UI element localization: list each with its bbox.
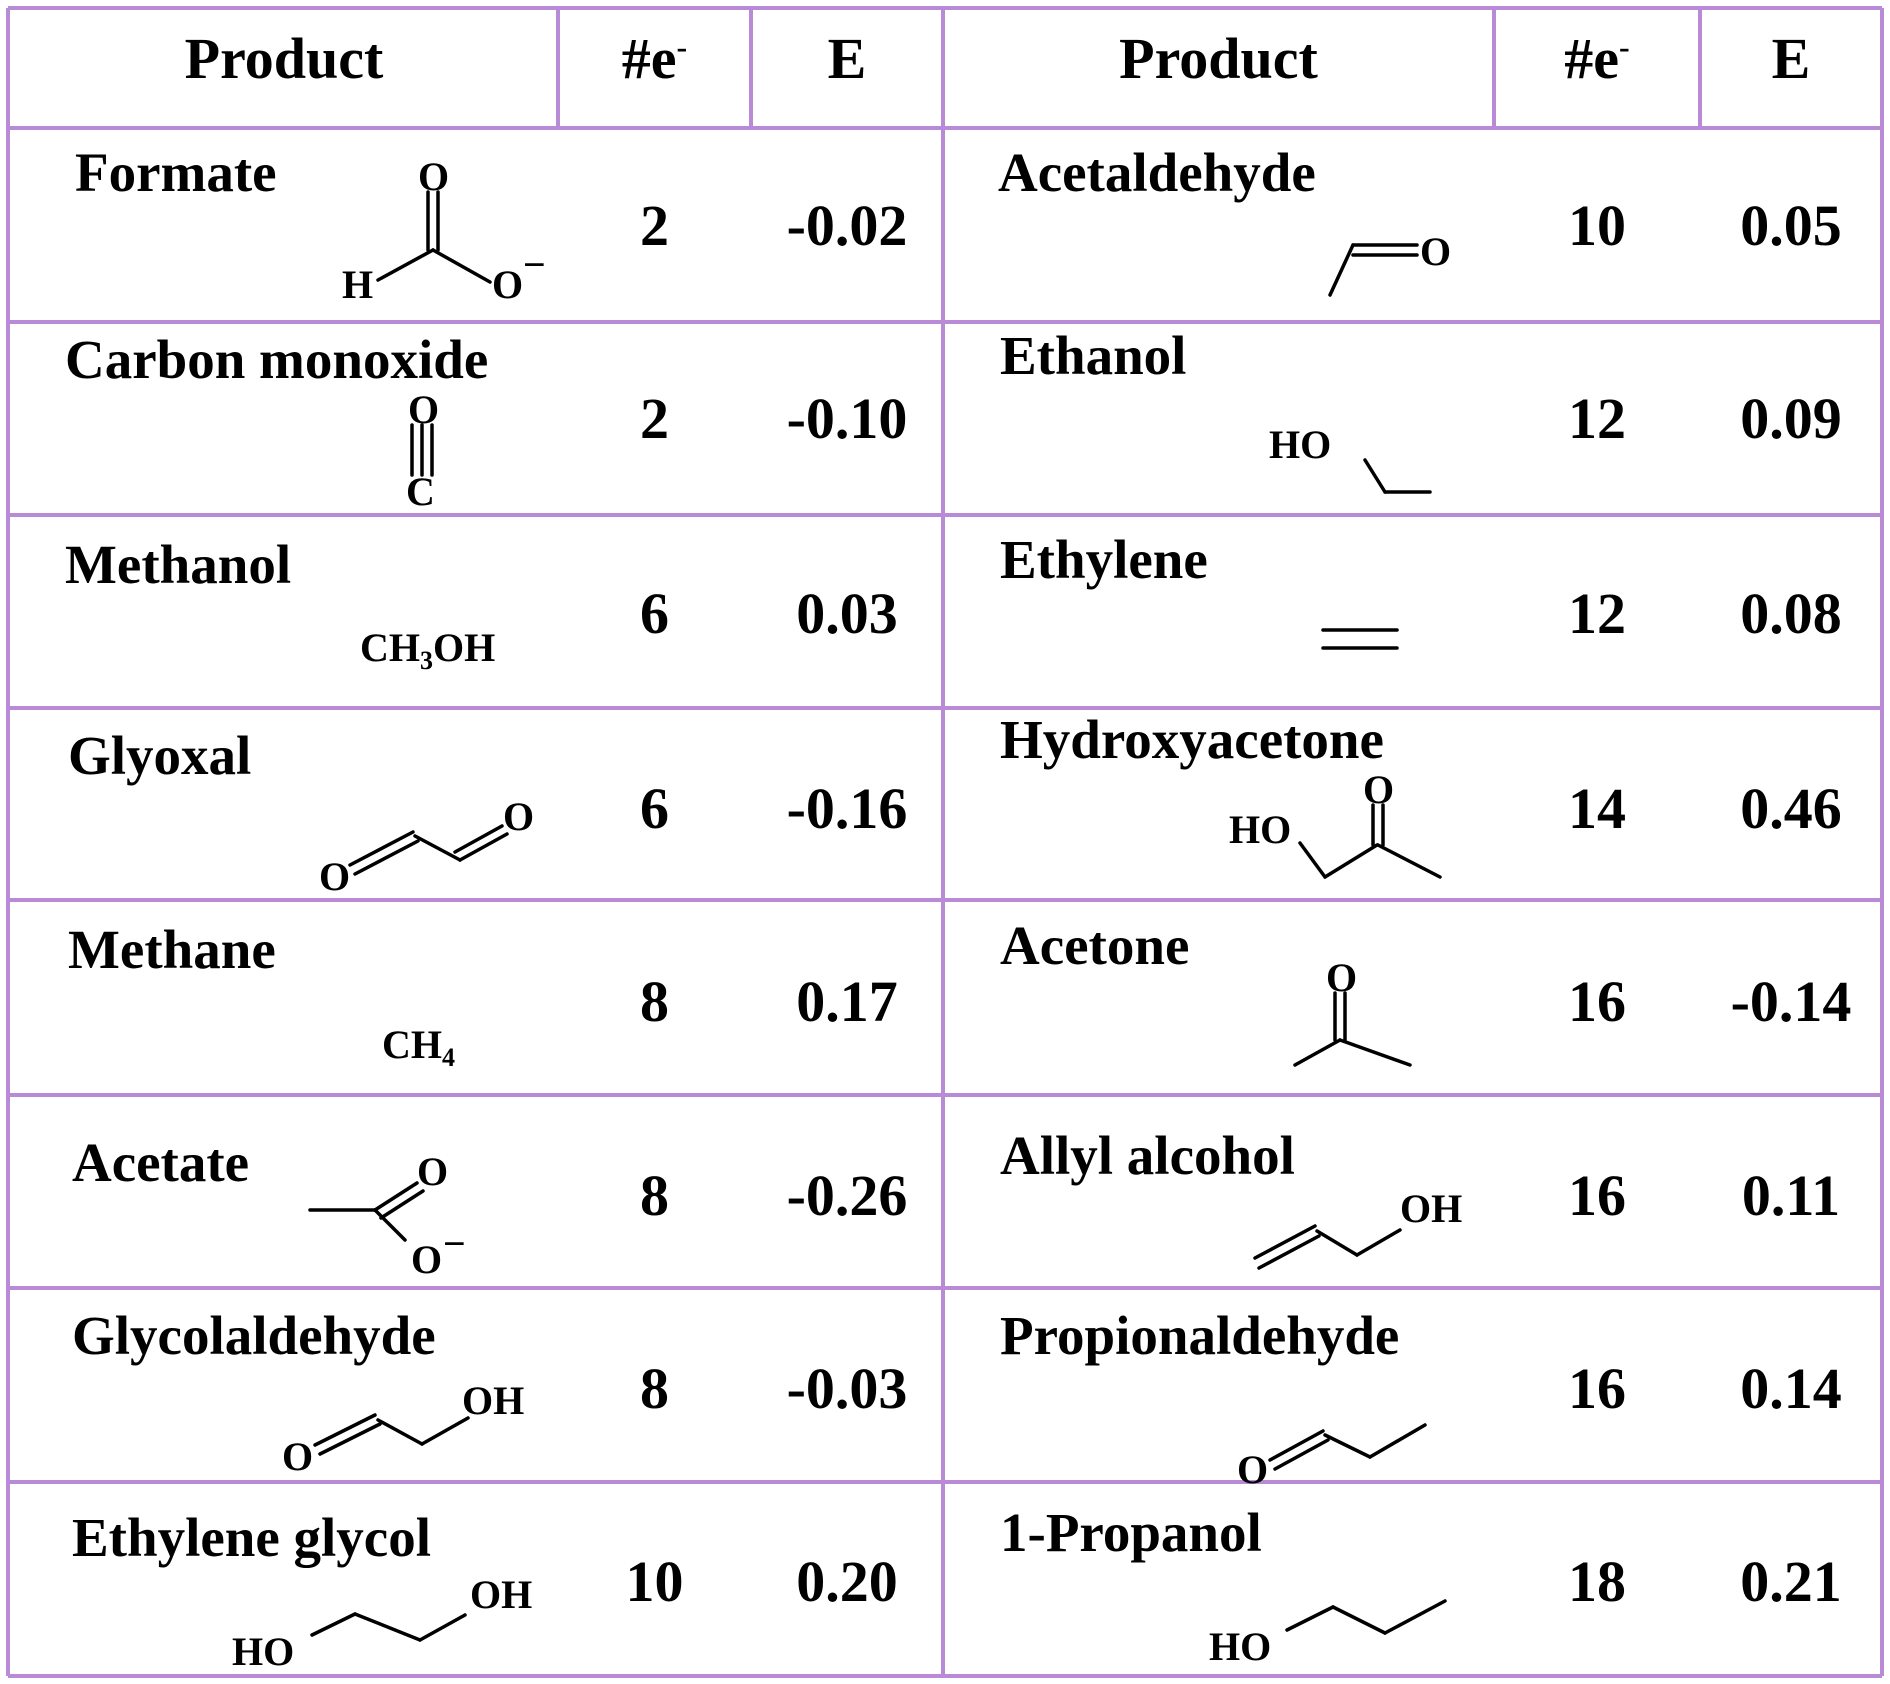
electron-count: 2 <box>640 193 669 258</box>
methane-formula: CH4 <box>382 1022 455 1072</box>
electron-count: 16 <box>1568 1356 1626 1421</box>
svg-text:O: O <box>503 794 534 839</box>
electron-count: 12 <box>1568 386 1626 451</box>
acetone-structure: O <box>1293 955 1412 1067</box>
product-name: Methanol <box>65 534 292 595</box>
product-name: Ethylene glycol <box>72 1507 432 1568</box>
acetaldehyde-structure: O <box>1328 229 1451 297</box>
electron-count: 16 <box>1568 969 1626 1034</box>
product-name: Acetone <box>1000 915 1190 976</box>
svg-text:HO: HO <box>1269 422 1331 467</box>
allyl-alcohol-structure: OH <box>1253 1186 1462 1270</box>
svg-text:O: O <box>282 1434 313 1479</box>
product-name: 1-Propanol <box>1000 1502 1262 1563</box>
carbon-monoxide-structure: O C <box>406 387 439 514</box>
header-product-left: Product <box>184 26 384 91</box>
product-name: Acetate <box>72 1132 250 1193</box>
electron-count: 10 <box>625 1549 684 1614</box>
electron-count: 6 <box>640 776 669 841</box>
electron-count: 18 <box>1568 1549 1626 1614</box>
svg-text:−: − <box>523 242 546 287</box>
svg-text:OH: OH <box>1400 1186 1462 1231</box>
ethanol-structure: HO <box>1269 422 1432 494</box>
acetate-structure: O O − <box>308 1149 466 1282</box>
energy-value: 0.14 <box>1740 1356 1842 1421</box>
methanol-formula: CH3OH <box>360 625 496 675</box>
product-name: Acetaldehyde <box>998 142 1316 203</box>
product-name: Propionaldehyde <box>1000 1305 1400 1366</box>
electron-count: 8 <box>640 969 669 1034</box>
svg-text:O: O <box>492 262 523 307</box>
svg-text:H: H <box>342 262 373 307</box>
product-name: Formate <box>75 142 277 203</box>
energy-value: 0.46 <box>1740 776 1842 841</box>
energy-value: 0.21 <box>1740 1549 1842 1614</box>
energy-value: 0.20 <box>796 1549 898 1614</box>
energy-value: 0.17 <box>796 969 898 1034</box>
product-name: Carbon monoxide <box>65 329 489 390</box>
formate-structure: O H O − <box>342 154 546 307</box>
electron-count: 12 <box>1568 581 1626 646</box>
svg-text:HO: HO <box>1229 807 1291 852</box>
product-name: Methane <box>68 919 276 980</box>
svg-text:C: C <box>406 469 435 514</box>
svg-text:−: − <box>443 1221 466 1266</box>
svg-text:O: O <box>1237 1447 1268 1492</box>
svg-text:O: O <box>1420 229 1451 274</box>
svg-text:O: O <box>411 1237 442 1282</box>
energy-value: -0.14 <box>1730 969 1852 1034</box>
energy-value: -0.10 <box>786 386 908 451</box>
glycolaldehyde-structure: O OH <box>282 1378 524 1479</box>
product-name: Allyl alcohol <box>1000 1125 1295 1186</box>
energy-value: 0.03 <box>796 581 898 646</box>
header-energy-left: E <box>827 26 867 91</box>
svg-text:O: O <box>417 1149 448 1194</box>
electron-count: 8 <box>640 1356 669 1421</box>
svg-text:OH: OH <box>462 1378 524 1423</box>
electron-count: 8 <box>640 1163 669 1228</box>
energy-value: -0.02 <box>786 193 908 258</box>
glyoxal-structure: O O <box>319 794 534 899</box>
hydroxyacetone-structure: HO O <box>1229 767 1442 879</box>
svg-text:O: O <box>418 154 449 199</box>
electron-count: 6 <box>640 581 669 646</box>
propanol-structure: HO <box>1209 1599 1447 1669</box>
svg-text:HO: HO <box>232 1629 294 1674</box>
energy-value: 0.05 <box>1740 193 1842 258</box>
product-name: Ethanol <box>1000 325 1187 386</box>
product-name: Ethylene <box>1000 529 1208 590</box>
header-electrons-left: #e- <box>621 26 688 91</box>
energy-value: -0.16 <box>786 776 908 841</box>
propionaldehyde-structure: O <box>1237 1423 1427 1492</box>
header-energy-right: E <box>1771 26 1811 91</box>
energy-value: 0.11 <box>1741 1163 1841 1228</box>
ethylene-structure <box>1321 628 1399 650</box>
ethylene-glycol-structure: HO OH <box>232 1572 532 1674</box>
product-name: Hydroxyacetone <box>1000 709 1384 770</box>
electron-count: 16 <box>1568 1163 1626 1228</box>
energy-value: -0.03 <box>786 1356 908 1421</box>
svg-text:O: O <box>408 387 439 432</box>
electron-count: 14 <box>1568 776 1626 841</box>
energy-value: -0.26 <box>786 1163 908 1228</box>
energy-value: 0.08 <box>1740 581 1842 646</box>
electron-count: 2 <box>640 386 669 451</box>
energy-value: 0.09 <box>1740 386 1842 451</box>
product-name: Glycolaldehyde <box>72 1305 436 1366</box>
svg-text:HO: HO <box>1209 1624 1271 1669</box>
header-product-right: Product <box>1119 26 1318 91</box>
svg-text:OH: OH <box>470 1572 532 1617</box>
product-name: Glyoxal <box>68 725 252 786</box>
svg-text:O: O <box>319 854 350 899</box>
header-electrons-right: #e- <box>1564 26 1630 91</box>
svg-text:O: O <box>1363 767 1394 812</box>
svg-text:O: O <box>1326 955 1357 1000</box>
electron-count: 10 <box>1568 193 1626 258</box>
